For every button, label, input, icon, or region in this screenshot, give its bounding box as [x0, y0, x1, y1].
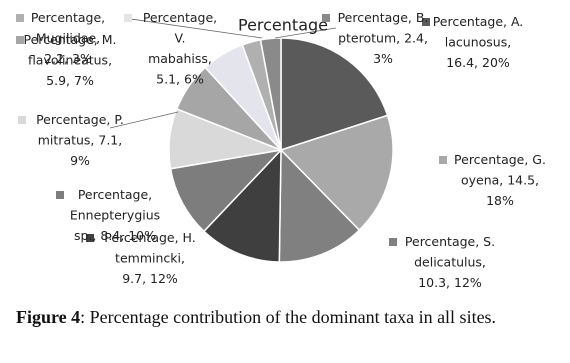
data-label-line: lacunosus, [445, 34, 511, 49]
data-label: Percentage, P. mitratus, 7.1, 9% [36, 112, 124, 168]
label-key [16, 36, 24, 44]
label-key [422, 18, 430, 26]
data-label-line: mitratus, 7.1, [38, 132, 123, 147]
slice [259, 37, 282, 151]
data-label: Percentage, B. pterotum, 2.4, 3% [338, 10, 429, 66]
label-key [389, 238, 397, 246]
data-label-line: 5.9, 7% [46, 73, 94, 88]
chart-title: Percentage [238, 16, 328, 35]
slice [278, 148, 361, 263]
data-label-line: Percentage, P. [36, 112, 124, 127]
data-label-line: 16.4, 20% [446, 55, 510, 70]
data-label-line: Percentage, [143, 10, 217, 25]
slice [202, 148, 282, 263]
label-key [124, 14, 132, 22]
data-label-line: Percentage, G. [454, 152, 546, 167]
data-label-line: 2.2, 3% [44, 51, 92, 66]
data-label-line: Percentage, [78, 187, 152, 202]
data-label-line: oyena, 14.5, [461, 172, 539, 187]
data-label-line: Percentage, H. [104, 230, 195, 245]
slice [169, 148, 284, 233]
slice [279, 114, 394, 232]
data-label-line: Percentage, S. [405, 234, 495, 249]
chart: Percentage Percentage, A. lacunosus, 16.4,… [16, 10, 546, 290]
data-label-line: pterotum, 2.4, [338, 30, 428, 45]
caption-text: : Percentage contribution of the dominan… [80, 307, 497, 327]
data-label: Percentage, H. temmincki, 9.7, 12% [104, 230, 195, 286]
data-label-line: Percentage, M. [23, 32, 116, 47]
label-key [18, 116, 26, 124]
data-label-line: temmincki, [115, 250, 185, 265]
data-label-line: 10.3, 12% [418, 275, 482, 290]
data-label: Percentage, Mugilidae, 2.2, 3% [31, 10, 105, 66]
data-label-line: 9% [70, 153, 90, 168]
data-label: Percentage, G. oyena, 14.5, 18% [454, 152, 546, 208]
data-label-line: Mugilidae, [36, 30, 100, 45]
label-key [86, 234, 94, 242]
data-label-line: flavolineatus, [28, 52, 112, 67]
data-label: Percentage, S. delicatulus, 10.3, 12% [405, 234, 495, 290]
data-label: Percentage, Ennepterygius sp., 8.4, 10% [70, 187, 160, 243]
pie [168, 37, 394, 263]
figure-label: Figure 4 [16, 307, 81, 327]
data-label-line: 5.1, 6% [156, 71, 204, 86]
data-label-line: 3% [373, 51, 393, 66]
data-label-line: 9.7, 12% [122, 271, 178, 286]
data-label: Percentage, M. flavolineatus, 5.9, 7% [23, 32, 116, 88]
label-key [56, 191, 64, 199]
label-key [439, 156, 447, 164]
data-label-line: mabahiss, [148, 51, 212, 66]
data-label-line: 18% [486, 193, 514, 208]
data-label-line: Ennepterygius [70, 207, 160, 222]
leader-line [123, 17, 263, 39]
leader-line [109, 111, 179, 129]
data-label: Percentage, V. mabahiss, 5.1, 6% [143, 10, 217, 87]
label-key [16, 14, 24, 22]
leader-line [274, 27, 337, 39]
slice [280, 37, 389, 152]
caption: Figure 4: Percentage contribution of the… [16, 306, 561, 328]
label-key [322, 14, 330, 22]
data-label-line: Percentage, [31, 10, 105, 25]
data-label-line: Percentage, B. [338, 10, 429, 25]
data-label-line: sp., 8.4, 10% [74, 228, 156, 243]
data-label-line: Percentage, A. [433, 14, 524, 29]
leader-lines [109, 17, 337, 129]
data-label: Percentage, A. lacunosus, 16.4, 20% [433, 14, 524, 70]
data-label-line: V. [175, 30, 186, 45]
data-label-line: delicatulus, [414, 254, 486, 269]
